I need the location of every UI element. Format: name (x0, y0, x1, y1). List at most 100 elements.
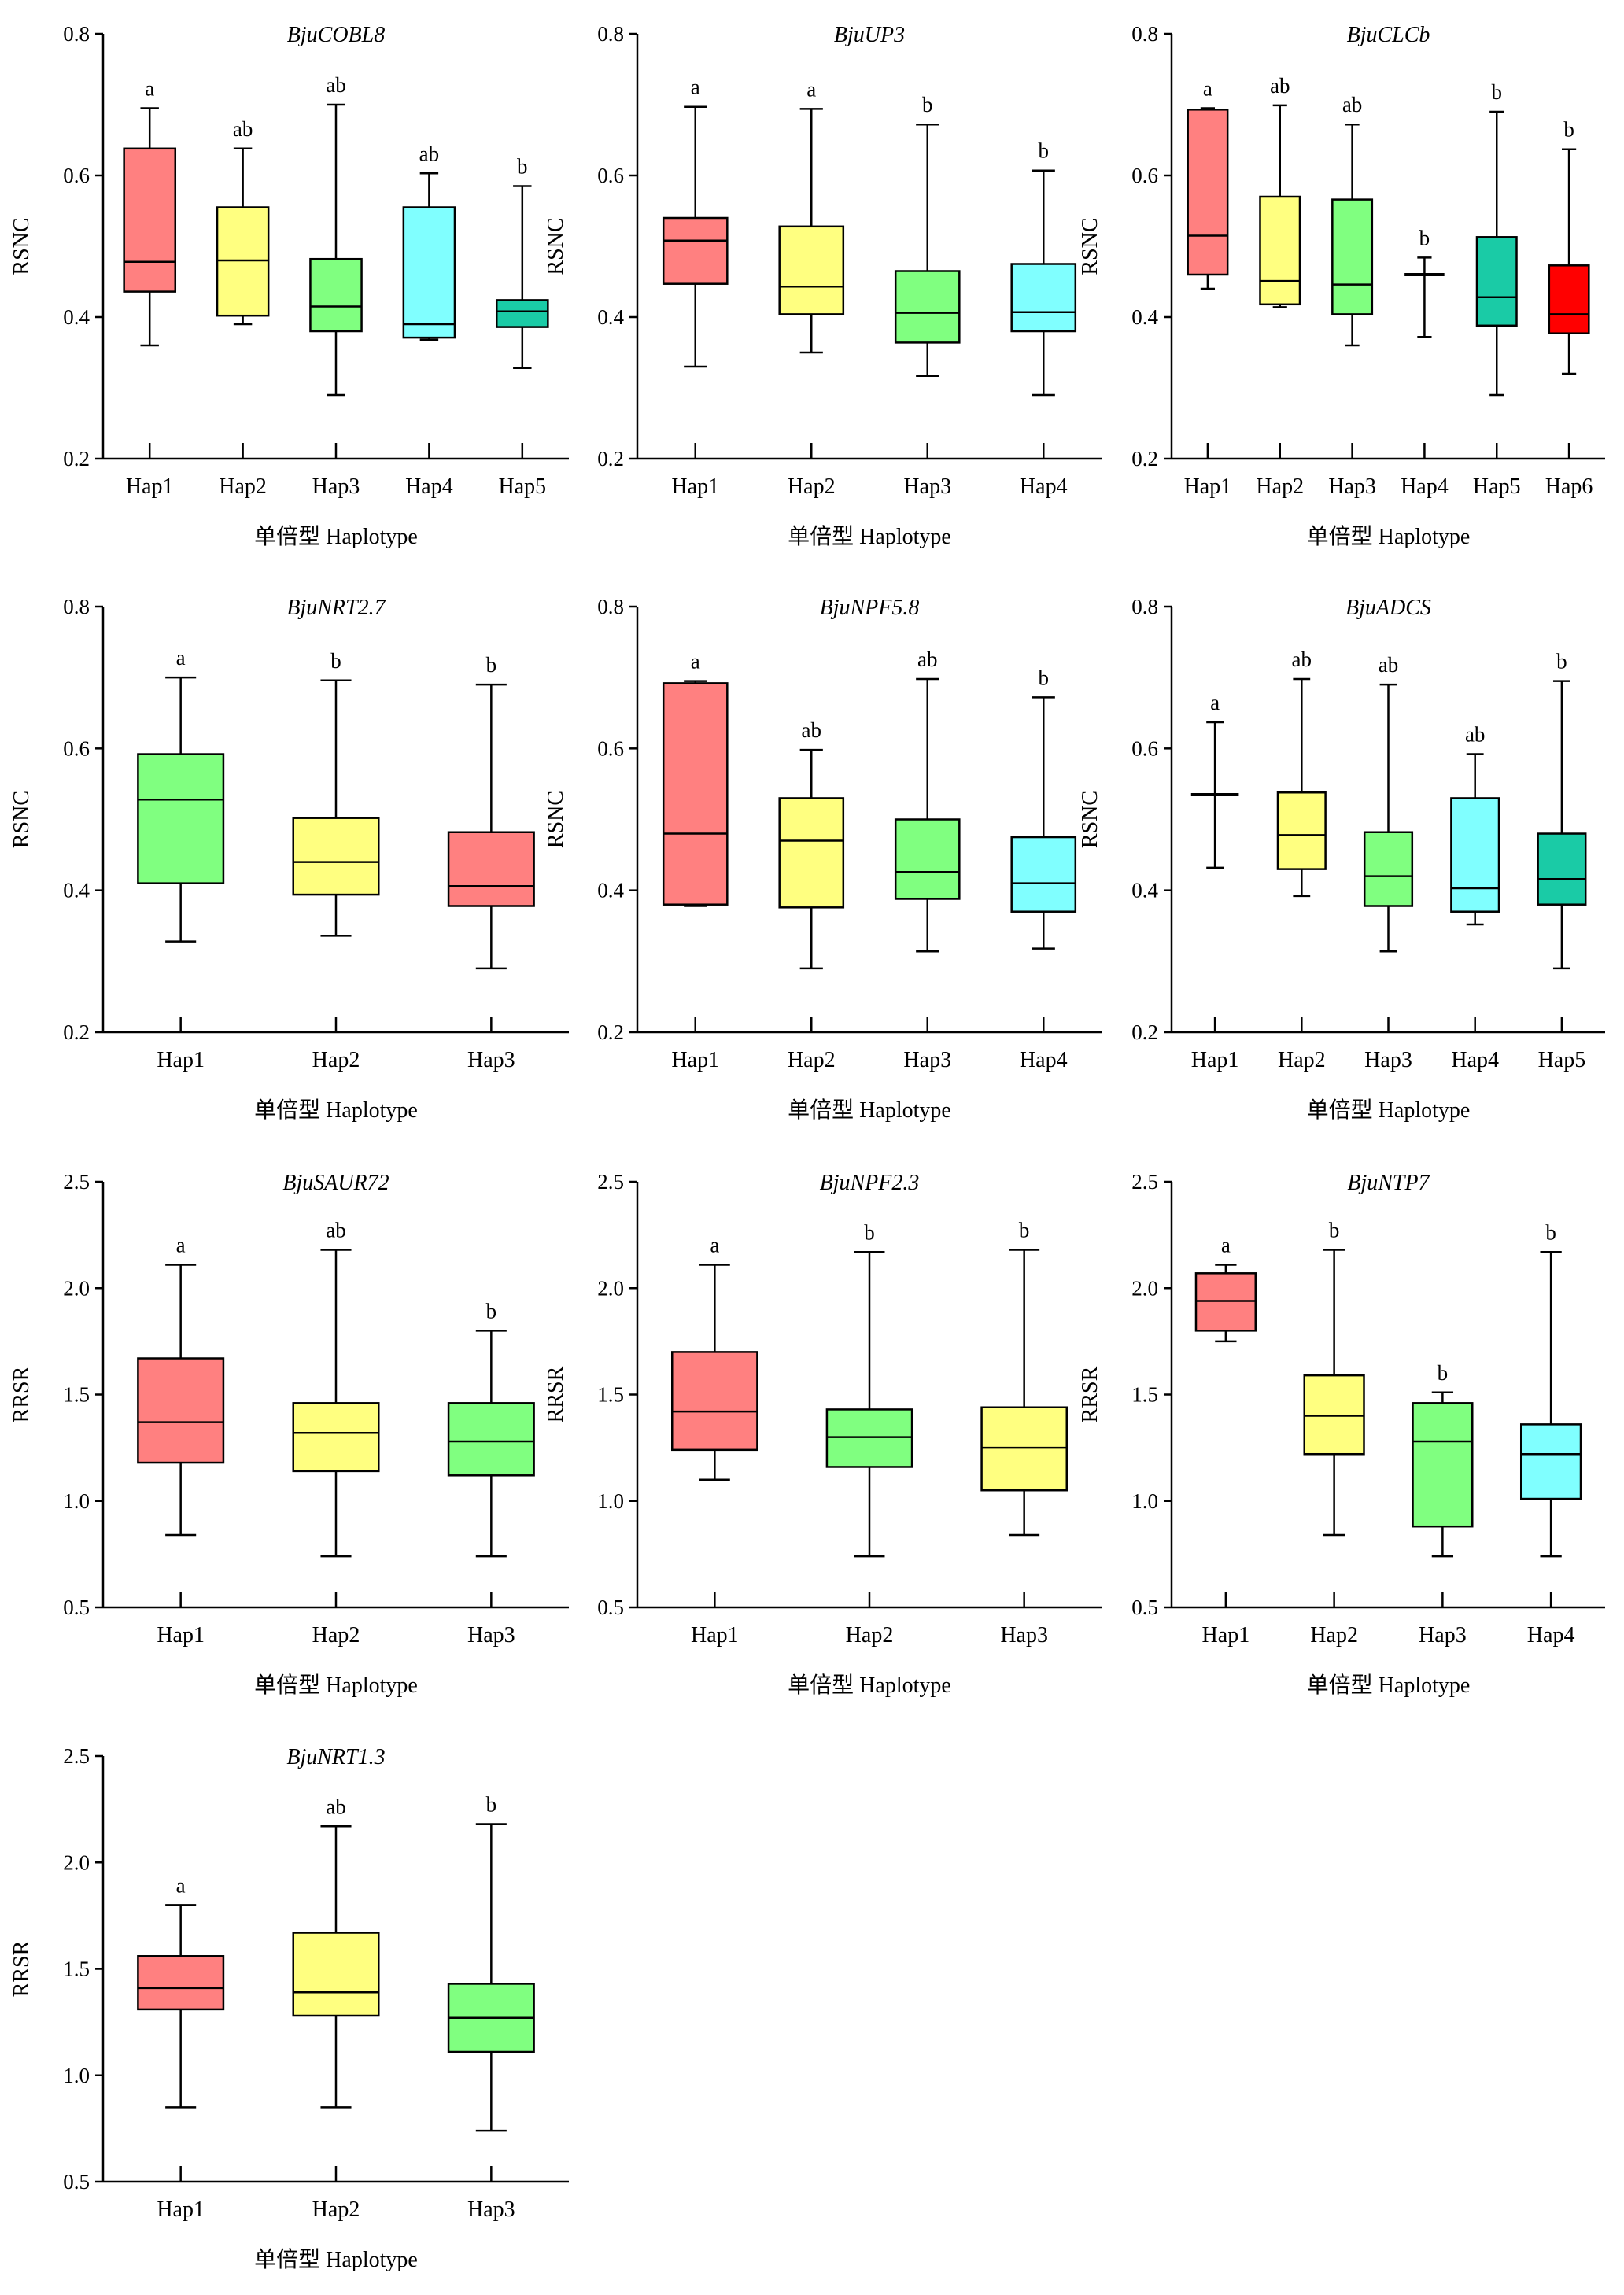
y-tick-label: 0.5 (597, 1596, 624, 1619)
y-tick-label: 0.4 (597, 305, 624, 329)
y-tick-label: 0.4 (1131, 305, 1158, 329)
significance-letter: b (864, 1220, 875, 1244)
box-hap2: Hap2 b (825, 1220, 914, 1647)
box-hap4: Hap4 ab (402, 142, 456, 499)
box-hap2: Hap2 b (1303, 1219, 1365, 1647)
y-tick-label: 2.5 (63, 1170, 90, 1194)
box-hap1: Hap1 a (137, 1233, 225, 1647)
significance-letter: a (710, 1233, 719, 1256)
iqr-box (894, 270, 961, 344)
y-tick-label: 0.8 (597, 22, 624, 46)
iqr-box (1475, 236, 1518, 327)
x-tick-label: Hap1 (126, 474, 174, 499)
y-tick-label: 0.5 (63, 2170, 90, 2194)
panel-2: 0.2 0.4 0.6 0.8 RSNC BjuCLCb 单倍型 Haplotype Hap1… (1078, 22, 1605, 549)
panel-title: BjuNPF5.8 (820, 596, 920, 620)
box-hap5: Hap5 b (1537, 650, 1587, 1072)
y-tick-label: 2.0 (1131, 1276, 1158, 1300)
x-axis-label: 单倍型 Haplotype (788, 1098, 951, 1123)
x-tick-label: Hap1 (671, 1048, 719, 1072)
significance-letter: b (1438, 1361, 1449, 1385)
y-tick-label: 0.8 (1131, 595, 1158, 618)
box-hap2: Hap2 ab (292, 1795, 380, 2222)
box-hap1: Hap1 a (671, 1233, 758, 1647)
box-hap5: Hap5 b (1473, 80, 1521, 499)
box-hap3: Hap3 b (980, 1219, 1069, 1647)
significance-letter: b (486, 1299, 497, 1323)
significance-letter: a (145, 77, 154, 101)
x-tick-label: Hap2 (1310, 1623, 1358, 1647)
x-tick-label: Hap3 (1419, 1623, 1467, 1647)
y-tick-label: 2.0 (63, 1276, 90, 1300)
significance-letter: ab (1292, 648, 1312, 671)
box-hap6: Hap6 b (1545, 118, 1593, 499)
significance-letter: ab (1379, 653, 1398, 677)
box-hap3: Hap3 ab (1363, 653, 1414, 1072)
box-hap4: Hap4 ab (1450, 723, 1500, 1072)
x-tick-label: Hap4 (1451, 1048, 1499, 1072)
significance-letter: a (1221, 1233, 1231, 1256)
x-tick-label: Hap6 (1545, 474, 1593, 499)
x-tick-label: Hap2 (312, 1623, 360, 1647)
significance-letter: b (1019, 1219, 1030, 1242)
significance-letter: b (1039, 139, 1050, 163)
y-tick-label: 0.8 (63, 22, 90, 46)
iqr-box (778, 225, 845, 315)
x-tick-label: Hap2 (788, 1048, 836, 1072)
y-tick-label: 1.0 (597, 1489, 624, 1513)
box-hap1: Hap1 a (1191, 691, 1239, 1072)
iqr-box (137, 1955, 225, 2011)
significance-letter: a (176, 1233, 186, 1256)
iqr-box (447, 1402, 535, 1477)
box-hap2: Hap2 ab (778, 718, 845, 1072)
significance-letter: a (806, 77, 816, 101)
x-tick-label: Hap4 (405, 474, 453, 499)
iqr-box (1331, 198, 1374, 315)
y-axis-label: RSNC (9, 791, 34, 848)
panel-title: BjuNRT1.3 (286, 1745, 385, 1769)
significance-letter: ab (326, 73, 345, 97)
significance-letter: b (1563, 118, 1574, 142)
iqr-box (980, 1406, 1069, 1492)
y-axis-label: RRSR (9, 1940, 34, 1997)
x-tick-label: Hap1 (157, 1048, 205, 1072)
significance-letter: b (922, 93, 933, 116)
box-hap2: Hap2 ab (1276, 648, 1327, 1072)
panel-title: BjuNTP7 (1347, 1171, 1430, 1195)
panel-4: 0.2 0.4 0.6 0.8 RSNC BjuNPF5.8 单倍型 Haplotype Ha… (544, 595, 1102, 1123)
x-tick-label: Hap4 (1527, 1623, 1575, 1647)
x-tick-label: Hap1 (1184, 474, 1232, 499)
iqr-box (402, 206, 456, 339)
iqr-box (309, 257, 363, 333)
panel-5: 0.2 0.4 0.6 0.8 RSNC BjuADCS 单倍型 Haplotype Hap1… (1078, 595, 1605, 1123)
box-hap3: Hap3 b (447, 653, 535, 1072)
x-axis-label: 单倍型 Haplotype (254, 524, 418, 549)
y-tick-label: 0.5 (1131, 1596, 1158, 1619)
iqr-box (447, 831, 535, 907)
y-tick-label: 0.4 (63, 879, 90, 902)
x-tick-label: Hap3 (1364, 1048, 1412, 1072)
y-tick-label: 2.5 (63, 1744, 90, 1768)
box-hap4: Hap4 b (1010, 666, 1077, 1072)
significance-letter: ab (802, 718, 821, 742)
panel-7: 0.5 1.0 1.5 2.0 2.5 RRSR BjuNPF2.3 单倍型 Haplotyp… (544, 1170, 1102, 1698)
significance-letter: ab (917, 648, 937, 671)
box-hap1: Hap1 a (662, 76, 729, 499)
box-hap1: Hap1 a (137, 646, 225, 1072)
box-hap3: Hap3 b (1412, 1361, 1474, 1647)
iqr-box (292, 817, 380, 896)
y-tick-label: 0.2 (63, 1020, 90, 1044)
box-hap3: Hap3 ab (1328, 93, 1376, 499)
significance-letter: ab (326, 1219, 345, 1242)
significance-letter: b (1419, 226, 1430, 249)
significance-letter: ab (419, 142, 439, 165)
y-tick-label: 0.4 (597, 879, 624, 902)
iqr-box (1519, 1423, 1582, 1500)
y-tick-label: 0.4 (63, 305, 90, 329)
y-tick-label: 0.6 (63, 736, 90, 760)
significance-letter: ab (233, 117, 253, 141)
y-tick-label: 1.5 (1131, 1383, 1158, 1407)
y-tick-label: 0.6 (1131, 736, 1158, 760)
x-axis-label: 单倍型 Haplotype (254, 1673, 418, 1698)
